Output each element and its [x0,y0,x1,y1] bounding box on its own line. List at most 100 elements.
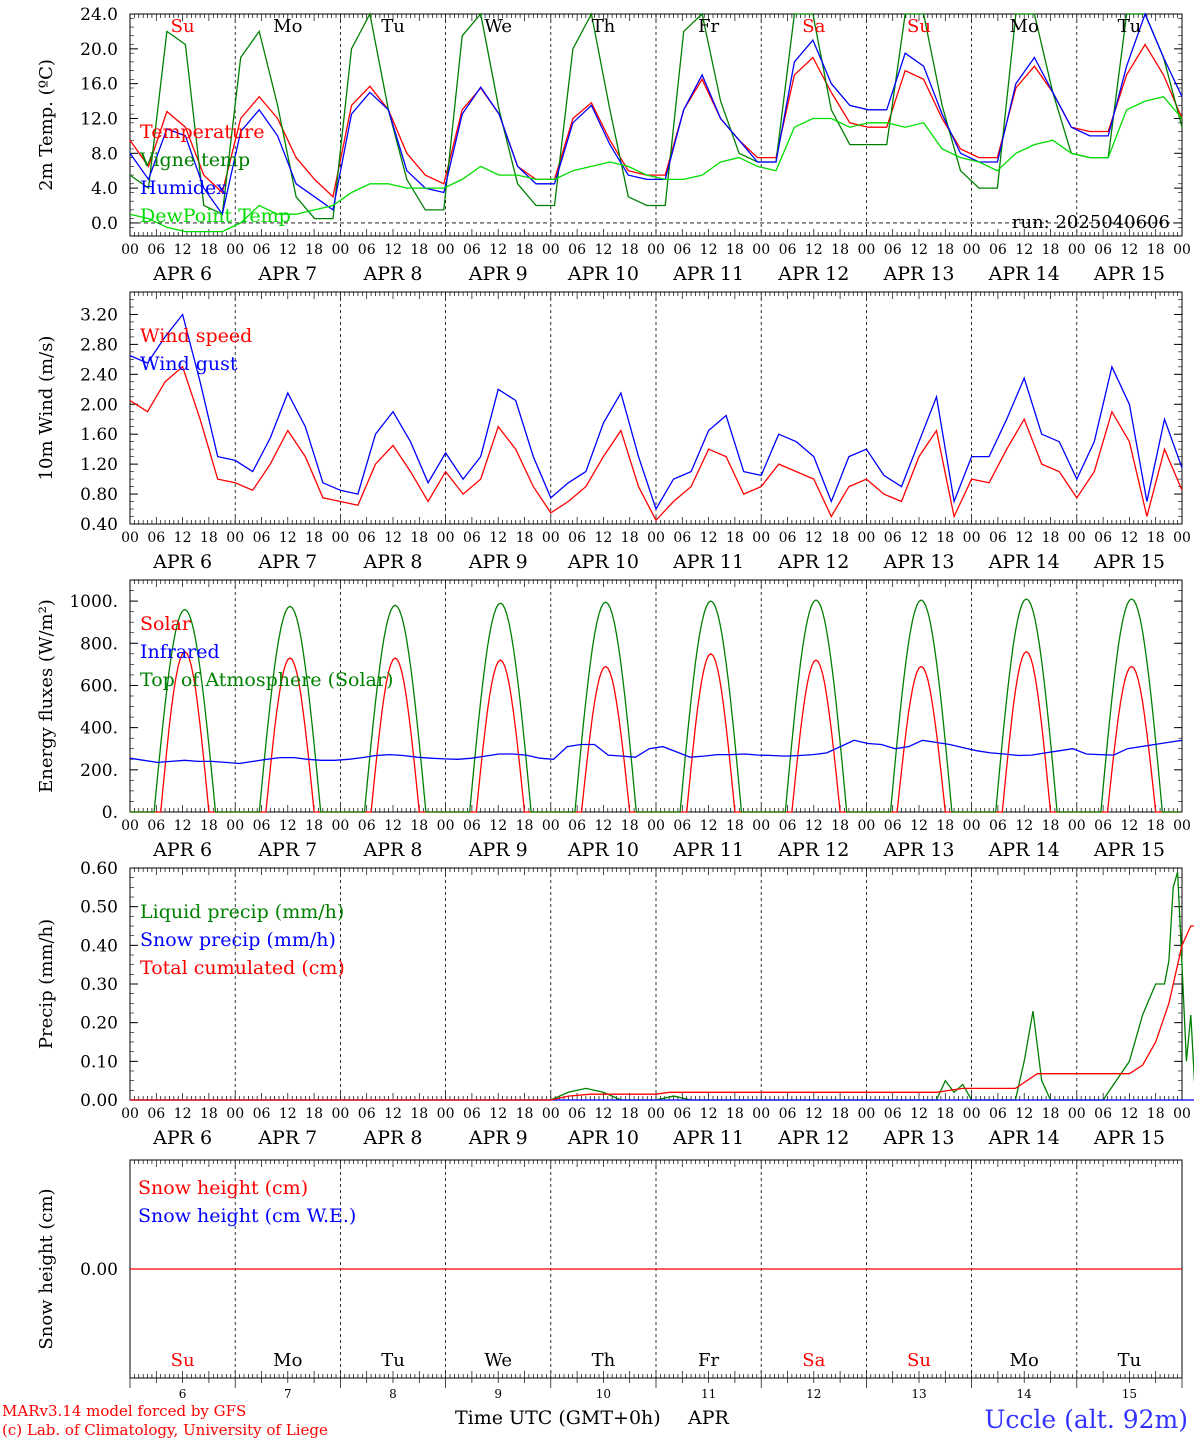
hour-label: 00 [226,242,244,258]
hour-label: 00 [121,242,139,258]
weekday-label: Mo [273,1350,302,1371]
hour-label: 18 [305,530,323,546]
date-label: APR 15 [1093,551,1165,573]
hour-label: 12 [279,530,297,546]
day-number-label: 14 [1017,1387,1033,1401]
series-dewpoint-temp [129,95,1183,233]
y-tick-label: 2.00 [80,395,118,415]
y-tick-label: 12.0 [80,109,118,129]
weekday-label: Sa [802,1350,825,1371]
weekday-label: Mo [273,16,302,37]
date-label: APR 6 [152,263,212,285]
hour-label: 00 [752,818,770,834]
series-vigne-temp [129,12,1183,220]
hour-label: 18 [936,1106,954,1122]
hour-label: 12 [1120,1106,1138,1122]
hour-label: 12 [1120,530,1138,546]
date-label: APR 11 [672,839,744,861]
y-tick-label: 0.20 [80,1014,118,1034]
hour-label: 12 [384,818,402,834]
hour-label: 06 [884,530,902,546]
hour-label: 12 [910,1106,928,1122]
hour-label: 00 [331,1106,349,1122]
legend-entry: Wind speed [140,325,252,347]
series-top-of-atmosphere-solar- [130,598,1180,813]
hour-label: 12 [805,1106,823,1122]
hour-label: 06 [779,1106,797,1122]
y-tick-label: 0.60 [80,859,118,879]
hour-label: 18 [516,242,534,258]
date-label: APR 12 [777,1127,849,1149]
hour-label: 00 [647,818,665,834]
series-wind-speed [129,365,1183,522]
hour-label: 06 [358,1106,376,1122]
hour-label: 12 [489,1106,507,1122]
hour-label: 06 [358,242,376,258]
hour-label: 06 [463,1106,481,1122]
hour-label: 18 [200,818,218,834]
hour-label: 12 [594,242,612,258]
hour-label: 00 [437,242,455,258]
lab-credit: (c) Lab. of Climatology, University of L… [2,1421,328,1439]
y-tick-label: 800. [80,634,118,654]
hour-label: 06 [147,530,165,546]
hour-label: 00 [857,1106,875,1122]
hour-label: 06 [463,242,481,258]
legend-entry: Wind gust [140,353,238,375]
hour-label: 00 [542,242,560,258]
date-label: APR 15 [1093,839,1165,861]
hour-label: 18 [200,530,218,546]
date-label: APR 14 [988,551,1060,573]
x-axis-label: Time UTC (GMT+0h) [455,1407,661,1429]
hour-label: 18 [1042,242,1060,258]
hour-label: 18 [410,1106,428,1122]
hour-label: 18 [621,818,639,834]
hour-label: 00 [542,1106,560,1122]
hour-label: 06 [673,1106,691,1122]
weekday-label: Su [907,1350,931,1371]
hour-label: 18 [1042,530,1060,546]
hour-label: 00 [121,1106,139,1122]
hour-label: 18 [831,818,849,834]
hour-label: 06 [358,530,376,546]
hour-label: 12 [384,242,402,258]
hour-label: 06 [884,1106,902,1122]
y-tick-label: 1.60 [80,425,118,445]
date-label: APR 15 [1093,263,1165,285]
date-label: APR 9 [468,263,528,285]
date-label: APR 12 [777,839,849,861]
hour-label: 00 [1068,530,1086,546]
date-label: APR 13 [882,1127,954,1149]
date-label: APR 9 [468,1127,528,1149]
hour-label: 12 [1120,818,1138,834]
date-label: APR 6 [152,839,212,861]
legend-entry: Liquid precip (mm/h) [140,901,344,923]
hour-label: 18 [1042,818,1060,834]
hour-label: 12 [805,818,823,834]
hour-label: 18 [726,242,744,258]
weekday-label: Fr [698,16,719,37]
y-tick-label: 400. [80,719,118,739]
hour-label: 00 [542,530,560,546]
date-label: APR 13 [882,839,954,861]
hour-label: 12 [805,530,823,546]
day-number-label: 8 [389,1387,397,1401]
hour-label: 00 [752,242,770,258]
hour-label: 06 [673,818,691,834]
weekday-label: Tu [381,16,405,37]
hour-label: 00 [1173,530,1191,546]
hour-label: 12 [805,242,823,258]
hour-label: 00 [1068,1106,1086,1122]
hour-label: 06 [253,818,271,834]
y-tick-label: 0.50 [80,898,118,918]
hour-label: 12 [1015,1106,1033,1122]
hour-label: 06 [147,242,165,258]
hour-label: 12 [594,530,612,546]
hour-label: 18 [831,1106,849,1122]
date-label: APR 6 [152,551,212,573]
y-tick-label: 16.0 [80,75,118,95]
hour-label: 00 [437,1106,455,1122]
date-label: APR 6 [152,1127,212,1149]
y-tick-label: 0.10 [80,1052,118,1072]
legend-entry: Snow height (cm W.E.) [138,1205,356,1227]
